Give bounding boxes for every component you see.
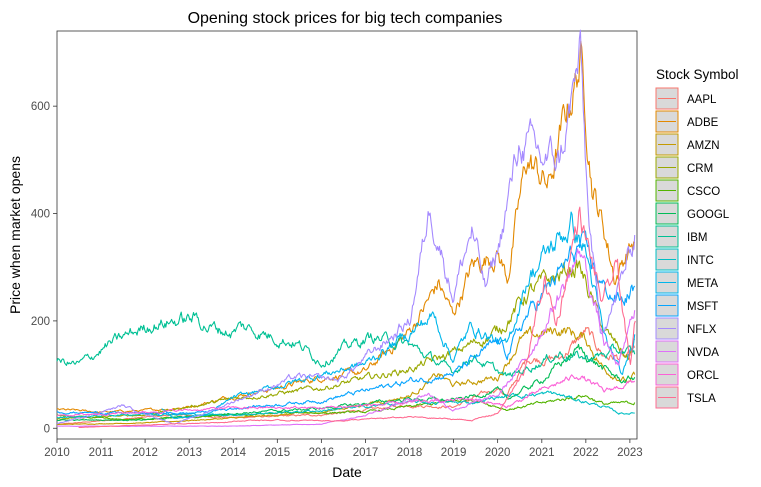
series-line-adbe xyxy=(57,40,636,414)
series-line-ibm xyxy=(56,311,636,377)
x-axis-title: Date xyxy=(332,464,362,480)
x-tick-label: 2021 xyxy=(529,447,555,459)
legend-item-orcl: ORCL xyxy=(655,363,720,386)
x-tick-label: 2016 xyxy=(309,447,335,459)
chart-title: Opening stock prices for big tech compan… xyxy=(188,10,503,27)
series-line-tsla xyxy=(78,206,636,429)
x-tick-label: 2018 xyxy=(397,447,423,459)
legend-label: META xyxy=(687,278,718,290)
legend-item-meta: META xyxy=(655,271,718,294)
legend-item-googl: GOOGL xyxy=(655,202,730,225)
legend-label: AMZN xyxy=(687,140,720,152)
legend-label: TSLA xyxy=(687,393,716,405)
legend-item-amzn: AMZN xyxy=(655,133,720,156)
legend-label: MSFT xyxy=(687,301,718,313)
legend-item-ibm: IBM xyxy=(655,225,707,248)
x-tick-label: 2010 xyxy=(44,447,70,459)
y-axis: 0 200 400 600 xyxy=(31,101,57,435)
legend-label: CSCO xyxy=(687,186,720,198)
legend-item-csco: CSCO xyxy=(655,179,720,202)
y-tick-label: 200 xyxy=(31,316,50,328)
legend: Stock Symbol AAPL ADBE AMZN CRM CSCO GOOGL IBM… xyxy=(655,67,739,409)
series-layer xyxy=(56,29,636,429)
series-line-meta xyxy=(161,211,636,419)
legend-item-nvda: NVDA xyxy=(655,340,719,363)
legend-label: NFLX xyxy=(687,324,717,336)
x-tick-label: 2012 xyxy=(132,447,158,459)
legend-item-msft: MSFT xyxy=(655,294,718,317)
series-line-crm xyxy=(56,259,636,420)
x-tick-label: 2017 xyxy=(353,447,379,459)
legend-item-tsla: TSLA xyxy=(655,386,716,409)
y-tick-label: 0 xyxy=(44,423,50,435)
x-tick-label: 2020 xyxy=(485,447,511,459)
legend-items: AAPL ADBE AMZN CRM CSCO GOOGL IBM INTC META MSFT N… xyxy=(655,87,730,409)
legend-label: INTC xyxy=(687,255,714,267)
legend-title: Stock Symbol xyxy=(656,67,739,82)
series-line-nflx xyxy=(56,29,636,425)
legend-label: ORCL xyxy=(687,370,720,382)
x-tick-label: 2023 xyxy=(617,447,643,459)
legend-item-aapl: AAPL xyxy=(655,87,717,110)
series-line-googl xyxy=(56,343,636,422)
x-tick-label: 2011 xyxy=(89,447,114,459)
plot-panel xyxy=(56,30,638,440)
y-tick-label: 400 xyxy=(31,209,50,221)
legend-label: NVDA xyxy=(687,347,719,359)
legend-label: ADBE xyxy=(687,117,719,129)
legend-label: CRM xyxy=(687,163,713,175)
legend-item-nflx: NFLX xyxy=(655,317,717,340)
series-line-orcl xyxy=(56,374,636,417)
y-tick-label: 600 xyxy=(31,101,50,113)
x-axis: 2010 2011 2012 2013 2014 2015 2016 2017 2018 2019… xyxy=(44,439,643,459)
legend-item-intc: INTC xyxy=(655,248,714,271)
x-tick-label: 2013 xyxy=(176,447,202,459)
y-axis-title: Price when market opens xyxy=(7,156,23,314)
legend-label: IBM xyxy=(687,232,707,244)
legend-item-adbe: ADBE xyxy=(655,110,719,133)
x-tick-label: 2014 xyxy=(220,447,246,459)
legend-item-crm: CRM xyxy=(655,156,713,179)
x-tick-label: 2019 xyxy=(441,447,467,459)
series-line-nvda xyxy=(57,248,636,427)
legend-label: GOOGL xyxy=(687,209,730,221)
series-line-csco xyxy=(56,394,636,421)
x-tick-label: 2015 xyxy=(265,447,291,459)
legend-label: AAPL xyxy=(687,94,717,106)
x-tick-label: 2022 xyxy=(573,447,599,459)
